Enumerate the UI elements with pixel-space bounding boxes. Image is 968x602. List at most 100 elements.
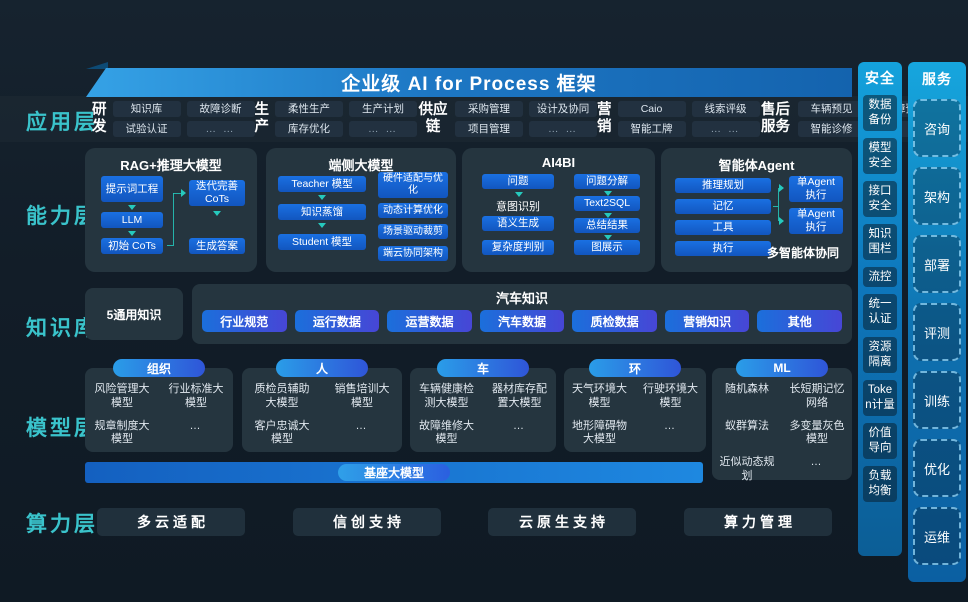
app-group-label: 供应链 [418, 102, 448, 135]
knowledge-pill: 其他 [757, 310, 843, 332]
model-box-ml: ML 随机森林 长短期记忆网络 蚁群算法 多变量灰色模型 近似动态规划 … [712, 359, 852, 482]
capability-box-edge-model: 端侧大模型 Teacher 模型 知识蒸馏 Student 模型 硬件适配与优 … [266, 148, 456, 272]
app-group-supply-chain: 供应链 采购管理 项目管理 设计及协同 … … [417, 100, 597, 138]
model-cell: 近似动态规划 [719, 456, 775, 482]
app-col: 采购管理 项目管理 [455, 100, 523, 138]
app-item: 智能诊修 [797, 121, 866, 138]
edge-hw-adaptation: 硬件适配与优 化 [378, 172, 448, 198]
foundation-model-bar: 基座大模型 [85, 462, 703, 483]
app-col: 生产计划 … … [349, 100, 417, 138]
model-cell: 多变量灰色模型 [789, 419, 845, 446]
security-item: 接口安全 [863, 180, 897, 217]
model-cell: 客户忠诚大模型 [254, 419, 310, 446]
model-cell: 行业标准大模型 [168, 383, 224, 409]
banner: 企业级 AI for Process 框架 [86, 68, 852, 97]
layer-label-capability: 能力层 [26, 205, 98, 228]
layer-label-model: 模型层 [26, 417, 98, 440]
capability-box-agent: 智能体Agent 推理规划 记忆 工具 执行 单Agent 执行 单Agent … [661, 148, 852, 272]
app-group-rd: 研发 知识库 试验认证 故障诊断 … … [92, 100, 255, 138]
model-box-environment: 环 天气环境大模型 行驶环境大模型 地形障碍物大模型 … [564, 359, 706, 452]
ai4bi-question-decompose: 问题分解 [574, 174, 640, 189]
agent-reasoning-planning: 推理规划 [675, 178, 771, 193]
edge-cloud-collab: 端云协同架构 [378, 246, 448, 261]
model-box-people: 人 质检员辅助大模型 销售培训大模型 客户忠诚大模型 … [242, 359, 402, 452]
model-cells: 随机森林 长短期记忆网络 蚁群算法 多变量灰色模型 近似动态规划 … [712, 368, 852, 484]
app-item: 知识库 [112, 100, 181, 117]
knowledge-auto-box: 汽车知识 行业规范 运行数据 运营数据 汽车数据 质检数据 营销知识 其他 [192, 284, 852, 344]
app-group-label: 营销 [597, 102, 612, 135]
app-item: 设计及协同 [529, 100, 597, 117]
rag-step-llm: LLM [101, 212, 163, 228]
arrow-down-icon [318, 223, 326, 228]
arrow-down-icon [318, 195, 326, 200]
knowledge-pill: 运行数据 [294, 310, 380, 332]
connector-line [173, 193, 174, 246]
arrow-down-icon [213, 211, 221, 216]
model-cell: 规章制度大模型 [94, 419, 150, 446]
app-item: 故障诊断 [186, 100, 255, 117]
knowledge-title: 汽车知识 [495, 291, 548, 306]
service-item: 训练 [913, 371, 961, 429]
security-item: 模型安全 [863, 137, 897, 174]
agent-single-exec-1: 单Agent 执行 [789, 176, 843, 202]
service-item: 咨询 [913, 99, 961, 157]
rag-step-iterate-cots: 迭代完善 CoTs [189, 180, 245, 206]
capability-box-title: 端侧大模型 [328, 158, 394, 173]
connector-line [773, 206, 778, 207]
ai4bi-summarize-result: 总结结果 [574, 218, 640, 233]
app-item: 线索评级 [691, 100, 760, 117]
ai4bi-intent-recognition: 意图识别 [496, 201, 540, 213]
edge-teacher-model: Teacher 模型 [278, 176, 366, 192]
model-cell: 行驶环境大模型 [643, 383, 698, 409]
agent-multi-agent-note: 多智能体协同 [766, 246, 839, 260]
model-cell: 故障维修大模型 [419, 419, 474, 446]
arrow-down-icon [128, 205, 136, 210]
model-box-vehicle: 车 车辆健康检测大模型 器材库存配置大模型 故障维修大模型 … [410, 359, 556, 452]
model-cell: 长短期记忆网络 [789, 383, 845, 409]
app-group-label: 生产 [254, 102, 270, 135]
compute-box-xinchuang: 信创支持 [293, 508, 441, 536]
arrow-down-icon [604, 191, 612, 196]
model-cell: 器材库存配置大模型 [492, 383, 547, 409]
knowledge-pill: 质检数据 [572, 310, 657, 332]
ai4bi-text2sql: Text2SQL [574, 196, 640, 211]
edge-scenario-pruning: 场景驱动裁剪 [378, 224, 448, 239]
layer-label-application: 应用层 [26, 111, 98, 134]
service-item: 部署 [913, 235, 961, 293]
rag-step-generate-answer: 生成答案 [189, 238, 245, 254]
knowledge-pill: 汽车数据 [479, 310, 565, 332]
app-item: Caio [617, 100, 686, 117]
ai4bi-complexity-judge: 复杂度判别 [482, 240, 554, 255]
model-cell: 车辆健康检测大模型 [419, 383, 474, 409]
connector-line [173, 193, 181, 194]
security-header: 安全 [865, 70, 895, 86]
model-cell-more: … [189, 419, 203, 432]
app-item-more: … … [349, 121, 417, 138]
capability-box-rag: RAG+推理大模型 提示词工程 LLM 初始 CoTs 迭代完善 CoTs 生成… [85, 148, 257, 272]
app-item: 库存优化 [275, 121, 343, 138]
model-cell: 蚁群算法 [725, 419, 769, 432]
app-item: 试验认证 [112, 121, 181, 138]
model-pill: 环 [589, 359, 681, 377]
app-item-more: … … [529, 121, 597, 138]
app-item: 智能工牌 [617, 121, 686, 138]
app-item: 采购管理 [455, 100, 523, 117]
model-cell: 销售培训大模型 [334, 383, 390, 409]
service-item: 运维 [913, 507, 961, 565]
rag-step-initial-cots: 初始 CoTs [101, 238, 163, 254]
arrow-right-icon [181, 189, 186, 197]
model-cell-more: … [355, 419, 369, 432]
app-col: 线索评级 … … [691, 100, 760, 138]
app-group-marketing: 营销 Caio 智能工牌 线索评级 … … [597, 100, 760, 138]
knowledge-pill: 运营数据 [387, 310, 472, 332]
knowledge-pill: 营销知识 [664, 310, 750, 332]
model-cell: 天气环境大模型 [572, 383, 627, 409]
banner-fold-shape [86, 62, 108, 69]
connector-line [778, 188, 779, 221]
edge-student-model: Student 模型 [278, 234, 366, 250]
rag-step-prompt-engineering: 提示词工程 [101, 176, 163, 202]
security-item: 数据备份 [863, 95, 897, 131]
agent-single-exec-2: 单Agent 执行 [789, 208, 843, 234]
model-pill: ML [736, 359, 828, 377]
